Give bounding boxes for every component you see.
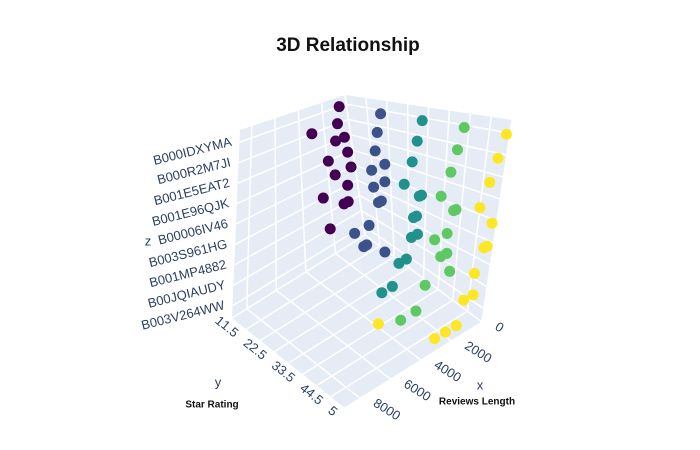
point (486, 217, 498, 229)
point (444, 265, 456, 277)
z-axis-title: z (145, 233, 152, 248)
point (317, 192, 329, 204)
point (429, 333, 441, 345)
point (441, 247, 453, 259)
grid-line (273, 266, 410, 353)
point (331, 118, 343, 130)
grid-line (346, 103, 511, 134)
point (467, 289, 479, 301)
point (445, 166, 457, 178)
point (342, 146, 354, 158)
point (406, 156, 418, 168)
point (468, 267, 480, 279)
grid-line (352, 149, 501, 200)
grid-line (233, 194, 360, 266)
grid-line (288, 277, 424, 364)
point (324, 223, 336, 235)
point (366, 164, 378, 176)
point (345, 161, 357, 173)
grid-line (330, 310, 468, 398)
wall (232, 95, 365, 318)
point (330, 135, 342, 147)
point (474, 202, 486, 214)
point (329, 169, 341, 181)
grid-line (348, 118, 507, 156)
point (439, 326, 451, 338)
point (361, 239, 373, 251)
point (338, 131, 350, 143)
point (408, 212, 420, 224)
grid-line (344, 321, 483, 409)
point (416, 115, 428, 127)
point (349, 227, 361, 239)
wall (345, 95, 512, 322)
point (372, 318, 384, 330)
point (458, 122, 470, 134)
x-tick-label: 8000 (371, 395, 403, 423)
point (419, 279, 431, 291)
point (429, 234, 441, 246)
point (379, 246, 391, 258)
grid-line (259, 256, 395, 342)
x-tick-label: 2000 (462, 338, 494, 366)
grid-line (245, 245, 381, 330)
point (450, 204, 462, 216)
point (342, 179, 354, 191)
grid-line (350, 133, 504, 178)
floor (232, 235, 482, 408)
point (386, 280, 398, 292)
point (368, 181, 380, 193)
point (375, 108, 387, 120)
x-tick-label: 6000 (401, 376, 433, 404)
point (481, 240, 493, 252)
y-axis-title: y (215, 374, 222, 389)
point (411, 228, 423, 240)
point (413, 190, 425, 202)
point (333, 101, 345, 113)
grid-line (302, 288, 439, 375)
point (369, 145, 381, 157)
point (371, 126, 383, 138)
point (450, 320, 462, 332)
point (379, 158, 391, 170)
point (411, 135, 423, 147)
point (458, 294, 470, 306)
point (398, 178, 410, 190)
point (395, 314, 407, 326)
grid-line (234, 179, 358, 246)
point (322, 155, 334, 167)
grid-line (238, 118, 349, 164)
point (306, 128, 318, 140)
point (393, 257, 405, 269)
annotation: Star Rating (185, 400, 238, 411)
grid-line (236, 149, 354, 205)
point (338, 198, 350, 210)
point (379, 176, 391, 188)
grid-line (232, 225, 365, 307)
point (372, 197, 384, 209)
point (492, 152, 504, 164)
x-axis-title: x (477, 377, 484, 392)
point (435, 190, 447, 202)
grid-line (239, 103, 347, 143)
point (451, 144, 463, 156)
grid-line (231, 234, 366, 319)
grid-line (356, 179, 495, 244)
point (500, 128, 512, 140)
point (484, 176, 496, 188)
x-tick-label: 0 (493, 319, 507, 336)
x-tick-label: 4000 (432, 357, 464, 385)
y-tick-label: 5 (325, 403, 340, 419)
grid-line (361, 210, 488, 288)
point (410, 305, 422, 317)
annotation: Reviews Length (439, 397, 515, 408)
grid-line (233, 210, 362, 286)
grid-line (316, 299, 454, 387)
point (376, 287, 388, 299)
chart-title: 3D Relationship (276, 35, 420, 56)
point (441, 227, 453, 239)
point (363, 219, 375, 231)
